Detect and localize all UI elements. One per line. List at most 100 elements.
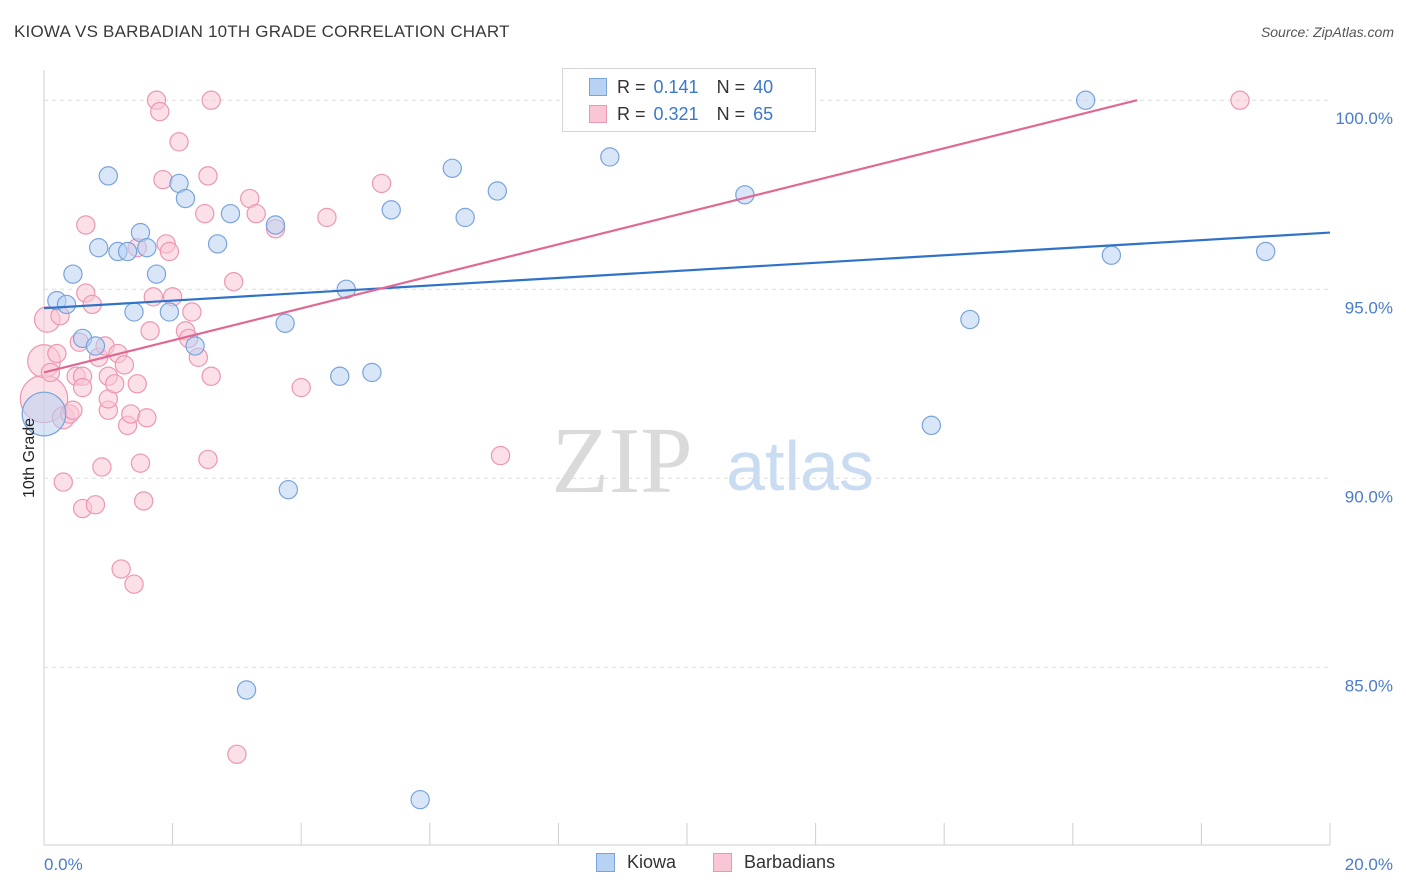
barbadians-point [246, 203, 266, 224]
barbadians-point [124, 574, 144, 594]
barbadians-point [63, 400, 83, 420]
legend-item-kiowa[interactable]: Kiowa [596, 852, 676, 873]
kiowa-point [85, 336, 106, 356]
y-tick-label: 85.0% [1345, 676, 1393, 695]
y-axis-title: 10th Grade [21, 418, 38, 498]
kiowa-point [137, 237, 157, 258]
barbadians-point [227, 744, 247, 764]
barbadians-point [150, 101, 170, 122]
barbadians-trend-line [43, 99, 1138, 374]
kiowa-point [735, 185, 755, 205]
legend-r-value: 0.321 [653, 103, 699, 124]
kiowa-swatch [589, 78, 607, 96]
y-tick-label: 90.0% [1345, 487, 1393, 506]
watermark: ZIP atlas [552, 409, 874, 513]
barbadians-point [121, 404, 141, 424]
kiowa-point [330, 366, 350, 386]
barbadians-point [92, 457, 112, 477]
barbadians-point [223, 272, 244, 292]
barbadians-point [169, 132, 189, 152]
legend-barbadians-label: Barbadians [744, 852, 836, 872]
barbadians-point [140, 321, 160, 341]
barbadians-point [130, 453, 151, 473]
kiowa-point [442, 158, 462, 178]
kiowa-point [600, 147, 620, 167]
kiowa-point [381, 200, 401, 220]
legend-n-label: N = [716, 103, 746, 124]
barbadians-point [76, 215, 96, 235]
trend-lines [43, 99, 1331, 374]
barbadians-point [159, 241, 180, 262]
barbadians-point [371, 173, 392, 194]
legend-kiowa-label: Kiowa [627, 852, 677, 872]
legend-n-value: 65 [753, 103, 774, 124]
barbadians-point [490, 445, 511, 466]
kiowa-point [921, 415, 942, 436]
kiowa-point [1256, 241, 1276, 262]
barbadians-swatch [713, 853, 732, 872]
kiowa-point [98, 166, 118, 186]
kiowa-point [410, 789, 430, 810]
watermark-zip: ZIP [552, 409, 693, 513]
kiowa-point [207, 234, 228, 254]
kiowa-point [63, 264, 83, 284]
kiowa-point [185, 336, 205, 356]
barbadians-point [201, 90, 221, 110]
kiowa-trend-line [43, 231, 1331, 310]
kiowa-point [236, 680, 257, 700]
barbadians-point [198, 449, 218, 470]
legend-item-barbadians[interactable]: Barbadians [713, 852, 835, 873]
kiowa-point [220, 203, 241, 224]
kiowa-swatch [596, 853, 615, 872]
barbadians-point [291, 377, 311, 398]
y-tick-label: 100.0% [1335, 109, 1393, 128]
kiowa-point [21, 391, 67, 437]
legend-r-label: R = [617, 103, 646, 124]
barbadians-point [317, 207, 337, 228]
barbadians-point [137, 408, 157, 428]
kiowa-point [88, 237, 109, 258]
chart-title: KIOWA VS BARBADIAN 10TH GRADE CORRELATIO… [14, 22, 510, 41]
kiowa-point [1075, 90, 1096, 110]
barbadians-point [201, 366, 221, 386]
kiowa-point [278, 479, 299, 500]
barbadians-point [195, 203, 215, 224]
kiowa-point [275, 313, 295, 333]
watermark-atlas: atlas [726, 427, 874, 505]
kiowa-point [455, 207, 475, 228]
barbadians-point [111, 559, 131, 579]
barbadians-point [114, 355, 135, 375]
barbadians-point [127, 374, 147, 394]
legend-r-value: 0.141 [653, 76, 699, 97]
barbadians-point [153, 169, 173, 190]
source-label: Source: ZipAtlas.com [1260, 24, 1394, 40]
barbadians-point [133, 491, 154, 511]
kiowa-point [1101, 245, 1122, 265]
legend-row-barbadians: R = 0.321 N = 65 [589, 102, 773, 126]
legend-row-kiowa: R = 0.141 N = 40 [589, 75, 773, 99]
kiowa-point [56, 294, 77, 315]
barbadians-point [72, 377, 93, 398]
legend-n-label: N = [716, 76, 746, 97]
kiowa-point [960, 309, 980, 330]
barbadians-point [198, 166, 218, 186]
y-tick-label: 95.0% [1345, 298, 1393, 317]
barbadians-point [40, 362, 61, 383]
kiowa-point [362, 362, 382, 383]
kiowa-point [146, 264, 167, 284]
barbadians-swatch [589, 105, 607, 123]
legend-n-value: 40 [753, 76, 774, 97]
barbadians-point [105, 374, 125, 394]
kiowa-point [265, 215, 286, 235]
kiowa-point [124, 302, 144, 322]
barbadians-point [1230, 90, 1250, 110]
kiowa-point [175, 188, 196, 209]
barbadians-point [53, 472, 73, 492]
barbadians-point [47, 343, 67, 364]
legend-r-label: R = [617, 76, 646, 97]
kiowa-point [487, 181, 508, 201]
barbadians-point [85, 495, 106, 515]
x-tick-label: 0.0% [44, 855, 83, 874]
series-legend: Kiowa Barbadians [0, 852, 1406, 876]
